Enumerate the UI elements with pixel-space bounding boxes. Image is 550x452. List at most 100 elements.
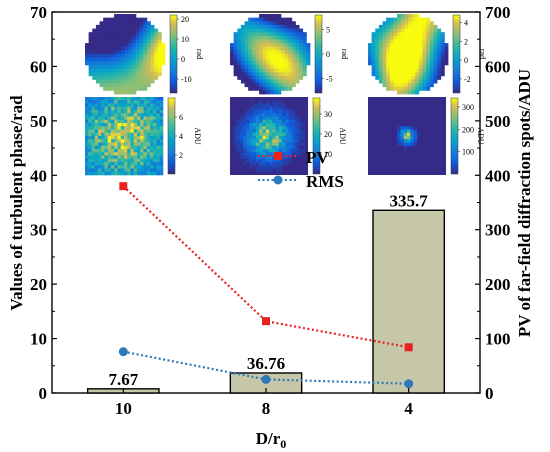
- inset-pixel: [133, 139, 138, 143]
- inset-pixel: [146, 129, 151, 134]
- inset-pixel: [397, 64, 402, 69]
- inset-pixel: [103, 43, 108, 48]
- inset-pixel: [429, 75, 434, 80]
- inset-pixel: [146, 21, 151, 26]
- inset-pixel: [146, 110, 151, 114]
- inset-pixel: [121, 57, 126, 62]
- inset-pixel: [301, 132, 306, 137]
- inset-pixel: [92, 46, 97, 51]
- inset-pixel: [233, 139, 237, 143]
- inset-pixel: [275, 149, 280, 153]
- inset-pixel: [382, 35, 387, 40]
- inset-pixel: [393, 64, 398, 69]
- inset-pixel: [91, 145, 96, 150]
- inset-pixel: [280, 54, 285, 59]
- inset-pixel: [270, 46, 275, 51]
- inset-pixel: [252, 103, 257, 108]
- inset-pixel: [418, 61, 423, 66]
- inset-pixel: [277, 35, 282, 40]
- inset-pixel: [98, 126, 102, 130]
- inset-pixel: [110, 75, 115, 80]
- inset-pixel: [278, 162, 283, 166]
- inset-pixel: [251, 79, 256, 84]
- inset-pixel: [278, 129, 283, 134]
- inset-pixel: [127, 149, 131, 153]
- inset-pixel: [418, 54, 423, 59]
- inset-pixel: [143, 116, 148, 121]
- inset-pixel: [104, 152, 109, 156]
- inset-pixel: [249, 139, 254, 143]
- inset-pixel: [418, 28, 423, 33]
- inset-pixel: [273, 32, 278, 37]
- inset-pixel: [252, 132, 257, 137]
- inset-pixel: [368, 57, 373, 62]
- inset-pixel: [117, 32, 122, 37]
- inset-pixel: [282, 142, 286, 147]
- inset-pixel: [94, 142, 99, 147]
- inset-pixel: [128, 50, 133, 55]
- inset-pixel: [415, 64, 420, 69]
- inset-pixel: [248, 35, 253, 40]
- inset-pixel: [282, 113, 286, 117]
- inset-pixel: [295, 64, 300, 69]
- inset-pixel: [150, 61, 155, 66]
- inset-pixel: [393, 72, 398, 77]
- colorbar-tick-label: 20: [181, 15, 189, 24]
- inset-pixel: [110, 24, 115, 29]
- inset-pixel: [295, 119, 299, 124]
- inset-pixel: [266, 24, 271, 29]
- inset-pixel: [88, 129, 92, 134]
- inset-pixel: [94, 136, 99, 140]
- inset-pixel: [120, 100, 125, 104]
- inset-pixel: [404, 54, 409, 59]
- inset-pixel: [295, 57, 300, 62]
- inset-pixel: [133, 103, 138, 108]
- inset-pixel: [259, 83, 264, 88]
- inset-pixel: [269, 155, 273, 160]
- inset-pixel: [288, 24, 293, 29]
- inset-pixel: [256, 113, 260, 117]
- inset-pixel: [288, 113, 293, 117]
- inset-pixel: [143, 17, 148, 22]
- inset-pixel: [243, 123, 247, 127]
- inset-pixel: [88, 113, 92, 117]
- inset-pixel: [382, 28, 387, 33]
- inset-pixel: [94, 110, 99, 114]
- y-left-tick-label: 10: [30, 330, 47, 349]
- inset-pixel: [440, 32, 445, 37]
- inset-pixel: [139, 75, 144, 80]
- inset-pixel: [157, 46, 162, 51]
- inset-pixel: [278, 132, 283, 137]
- inset-pixel: [98, 100, 102, 104]
- inset-pixel: [397, 132, 401, 137]
- inset-pixel: [143, 32, 148, 37]
- inset-pixel: [127, 162, 131, 166]
- inset-pixel: [288, 57, 293, 62]
- inset-pixel: [280, 61, 285, 66]
- inset-pixel: [288, 129, 293, 134]
- inset-pixel: [133, 158, 138, 163]
- inset-pixel: [154, 39, 159, 44]
- y-right-tick-label: 400: [485, 166, 511, 185]
- inset-pixel: [133, 100, 138, 104]
- inset-pixel: [389, 17, 394, 22]
- inset-pixel: [143, 43, 148, 48]
- inset-pixel: [426, 32, 431, 37]
- inset-pixel: [143, 136, 148, 140]
- inset-pixel: [249, 116, 254, 121]
- inset-pixel: [243, 162, 247, 166]
- inset-pixel: [127, 158, 131, 163]
- inset-pixel: [243, 129, 247, 134]
- inset-pixel: [114, 97, 118, 101]
- inset-pixel: [156, 132, 161, 137]
- inset-pixel: [277, 86, 282, 91]
- inset-pixel: [422, 24, 427, 29]
- inset-pixel: [120, 149, 125, 153]
- inset-pixel: [128, 57, 133, 62]
- inset-pixel: [139, 83, 144, 88]
- inset-pixel: [92, 32, 97, 37]
- inset-pixel: [415, 68, 420, 73]
- inset-pixel: [269, 103, 273, 108]
- inset-pixel: [291, 57, 296, 62]
- inset-pixel: [389, 43, 394, 48]
